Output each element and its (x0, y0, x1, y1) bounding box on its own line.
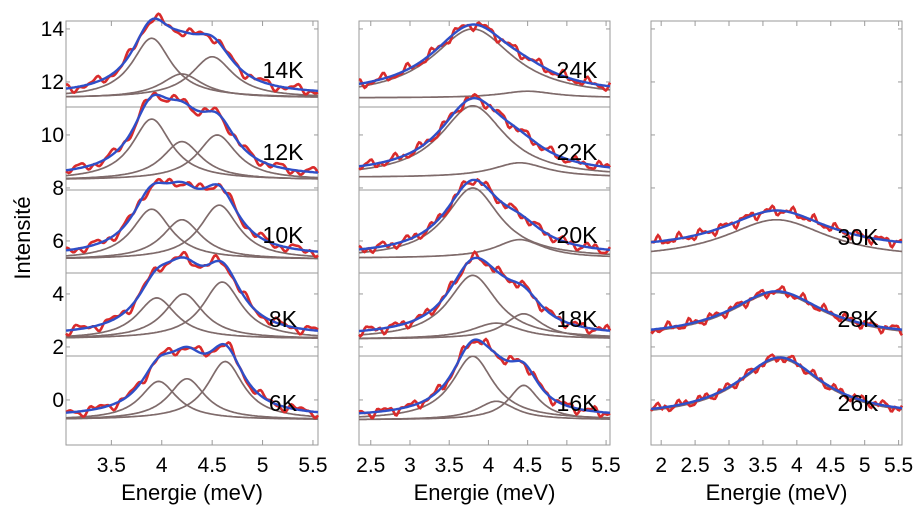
temperature-label: 18K (557, 306, 599, 332)
measured-spectrum (358, 21, 612, 93)
fit-curve (65, 93, 319, 174)
component-curve (358, 161, 610, 178)
x-tick-label: 3.5 (748, 454, 777, 477)
x-tick-label: 3 (404, 454, 416, 477)
x-tick-label: 3 (723, 454, 735, 477)
component-curve (66, 134, 319, 180)
measured-spectrum (358, 92, 612, 171)
x-tick-label: 4 (156, 454, 168, 477)
x-tick-label: 4 (791, 454, 803, 477)
measured-spectrum (651, 204, 903, 250)
x-tick-label: 5 (859, 454, 871, 477)
fit-curve (650, 290, 903, 331)
temperature-label: 20K (557, 222, 599, 248)
x-tick-label: 5 (257, 454, 269, 477)
x-tick-label: 3.5 (97, 454, 126, 477)
y-tick-label: 12 (41, 71, 64, 94)
component-curve (65, 380, 318, 420)
fit-curve (358, 178, 611, 251)
fit-curve (65, 180, 319, 253)
component-curve (358, 104, 611, 173)
x-tick-label: 4.5 (816, 454, 845, 477)
temperature-label: 14K (263, 57, 305, 83)
component-curve (66, 281, 319, 339)
x-tick-label: 3.5 (435, 454, 464, 477)
x-tick-label: 5.5 (884, 454, 913, 477)
measured-spectrum (65, 91, 320, 176)
temperature-label: 24K (557, 57, 599, 83)
x-tick-label: 5.5 (591, 454, 620, 477)
panel-frame (65, 20, 319, 446)
fit-curve (358, 338, 611, 415)
y-tick-label: 10 (41, 124, 64, 147)
component-curve (66, 297, 318, 339)
y-axis-title: Intensité (10, 196, 35, 279)
x-tick-label: 5 (561, 454, 573, 477)
measured-spectrum (65, 250, 319, 337)
temperature-label: 6K (269, 390, 298, 416)
component-curve (66, 360, 319, 420)
y-tick-label: 8 (52, 177, 64, 200)
measured-spectrum (65, 12, 319, 96)
component-curve (358, 355, 611, 419)
fit-curve (358, 256, 611, 333)
component-curve (66, 140, 319, 180)
temperature-label: 28K (838, 306, 880, 332)
x-tick-label: 2.5 (356, 454, 385, 477)
fit-curve (358, 97, 611, 169)
x-axis-title: Energie (meV) (121, 480, 263, 505)
temperature-label: 8K (269, 306, 298, 332)
component-curve (358, 187, 611, 256)
temperature-label: 12K (263, 139, 305, 165)
y-tick-label: 2 (52, 336, 64, 359)
x-tick-label: 4 (483, 454, 495, 477)
x-tick-label: 2.5 (680, 454, 709, 477)
fit-curve (650, 209, 903, 244)
temperature-label: 10K (263, 222, 305, 248)
temperature-label: 16K (557, 390, 599, 416)
fit-curve (65, 256, 319, 332)
y-tick-label: 4 (52, 283, 64, 306)
component-curve (359, 384, 610, 421)
component-curve (650, 218, 903, 253)
component-curve (358, 28, 611, 91)
fit-curve (65, 17, 319, 93)
component-curve (359, 90, 610, 99)
component-curve (65, 218, 318, 260)
y-tick-label: 14 (41, 18, 65, 41)
panel-frame (650, 20, 903, 446)
y-tick-label: 0 (52, 389, 64, 412)
component-curve (66, 377, 318, 420)
x-axis-title: Energie (meV) (706, 480, 848, 505)
component-curve (66, 204, 319, 260)
temperature-label: 22K (557, 139, 599, 165)
fit-curve (65, 342, 319, 414)
fit-curve (650, 356, 903, 411)
x-tick-label: 5.5 (298, 454, 327, 477)
component-curve (359, 312, 611, 340)
y-tick-label: 6 (52, 230, 64, 253)
measured-spectrum (649, 353, 904, 413)
component-curve (358, 238, 610, 259)
x-tick-label: 4.5 (513, 454, 542, 477)
fit-curve (358, 23, 611, 88)
temperature-label: 26K (838, 390, 880, 416)
x-tick-label: 2 (655, 454, 667, 477)
x-tick-label: 4.5 (198, 454, 227, 477)
panel-frame (358, 20, 611, 446)
x-axis-title: Energie (meV) (414, 480, 556, 505)
component-curve (66, 293, 318, 339)
temperature-label: 30K (838, 224, 880, 250)
